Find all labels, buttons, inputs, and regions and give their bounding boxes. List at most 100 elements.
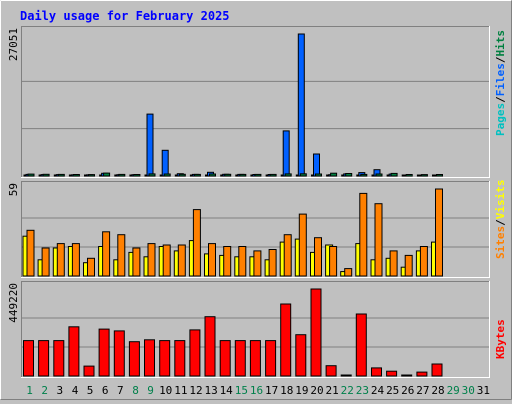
bar-visits-sites-day-10 — [162, 244, 171, 277]
legend-item-visits: Visits — [494, 180, 507, 220]
legend-item-files: Files — [494, 63, 507, 96]
x-tick-label-day-7: 7 — [117, 384, 124, 397]
x-tick-label-day-26: 26 — [401, 384, 414, 397]
bar-kbytes-kbytes-day-10 — [159, 340, 171, 377]
bar-kbytes-kbytes-day-20 — [310, 288, 322, 377]
bar-kbytes-kbytes-day-25 — [386, 370, 398, 377]
bar-visits-sites-day-13 — [208, 243, 216, 277]
bar-visits-sites-day-28 — [435, 188, 443, 277]
bar-kbytes-kbytes-day-16 — [249, 340, 261, 377]
bar-hits-hits-day-22 — [345, 173, 353, 177]
x-tick-label-day-16: 16 — [250, 384, 263, 397]
bar-hits-hits-day-21 — [330, 172, 338, 177]
bar-kbytes-kbytes-day-11 — [174, 340, 186, 377]
bar-hits-files-day-20 — [313, 153, 320, 177]
bar-hits-hits-day-9 — [148, 173, 156, 177]
legend-separator: / — [494, 219, 507, 226]
bar-kbytes-kbytes-day-2 — [38, 340, 50, 377]
bar-hits-hits-day-11 — [178, 173, 186, 177]
x-tick-label-day-14: 14 — [220, 384, 234, 397]
bar-hits-hits-day-20 — [315, 173, 322, 177]
x-tick-label-day-6: 6 — [102, 384, 109, 397]
legend-hits: Pages/Files/Hits — [494, 30, 507, 136]
bar-visits-sites-day-7 — [117, 234, 126, 277]
bar-kbytes-kbytes-day-5 — [83, 365, 95, 377]
bar-hits-hits-day-4 — [72, 174, 80, 177]
bar-kbytes-kbytes-day-19 — [295, 334, 307, 377]
bar-visits-sites-day-17 — [268, 249, 277, 277]
bar-hits-hits-day-14 — [224, 173, 232, 177]
bar-hits-hits-day-24 — [375, 173, 383, 177]
bar-kbytes-kbytes-day-12 — [189, 329, 201, 377]
legend-item-kbytes: KBytes — [494, 319, 507, 359]
bar-visits-sites-day-9 — [147, 243, 156, 277]
bar-hits-hits-day-3 — [57, 173, 65, 177]
x-tick-label-day-31: 31 — [477, 384, 490, 397]
x-tick-label-day-8: 8 — [132, 384, 139, 397]
bar-visits-sites-day-5 — [87, 257, 95, 277]
bar-kbytes-kbytes-day-6 — [98, 328, 110, 377]
bar-visits-sites-day-18 — [283, 234, 292, 277]
bar-kbytes-kbytes-day-27 — [416, 371, 428, 377]
bar-kbytes-kbytes-day-15 — [234, 340, 246, 377]
bar-hits-hits-day-28 — [436, 174, 443, 177]
bar-kbytes-kbytes-day-4 — [68, 326, 80, 377]
x-tick-label-day-18: 18 — [280, 384, 293, 397]
bar-hits-hits-day-13 — [209, 173, 216, 177]
bar-visits-sites-day-11 — [177, 244, 186, 277]
bar-hits-hits-day-17 — [269, 173, 277, 177]
bar-kbytes-kbytes-day-22 — [340, 374, 352, 377]
bar-visits-sites-day-26 — [404, 254, 413, 277]
x-tick-label-day-15: 15 — [235, 384, 248, 397]
bar-visits-sites-day-25 — [389, 250, 398, 277]
x-tick-label-day-22: 22 — [341, 384, 354, 397]
bar-kbytes-kbytes-day-3 — [53, 340, 65, 377]
x-tick-label-day-5: 5 — [87, 384, 94, 397]
bar-visits-sites-day-12 — [192, 209, 201, 277]
bar-kbytes-kbytes-day-23 — [355, 313, 367, 377]
bar-kbytes-kbytes-day-14 — [219, 340, 231, 377]
legend-separator: / — [494, 96, 507, 103]
x-tick-label-day-4: 4 — [72, 384, 79, 397]
bar-visits-sites-day-22 — [344, 268, 353, 277]
x-tick-label-day-21: 21 — [325, 384, 338, 397]
legend-item-pages: Pages — [494, 103, 507, 136]
x-tick-label-day-30: 30 — [462, 384, 475, 397]
bar-hits-files-day-10 — [161, 149, 169, 177]
x-tick-label-day-19: 19 — [295, 384, 308, 397]
bar-visits-sites-day-8 — [132, 247, 141, 277]
bar-kbytes-kbytes-day-1 — [23, 340, 34, 377]
plot-area — [21, 26, 490, 178]
bar-visits-sites-day-14 — [223, 246, 232, 277]
x-tick-label-day-10: 10 — [159, 384, 172, 397]
bar-kbytes-kbytes-day-7 — [113, 330, 125, 377]
bar-visits-sites-day-6 — [102, 231, 111, 277]
bar-hits-hits-day-5 — [88, 174, 95, 177]
chart-title: Daily usage for February 2025 — [20, 9, 230, 23]
bar-hits-hits-day-8 — [133, 174, 141, 177]
x-tick-label-day-23: 23 — [356, 384, 369, 397]
bar-hits-hits-day-26 — [405, 174, 413, 177]
bar-visits-sites-day-4 — [71, 243, 80, 277]
bar-hits-files-day-19 — [297, 33, 305, 177]
bar-hits-files-day-18 — [282, 130, 290, 177]
bar-hits-hits-day-25 — [390, 172, 398, 177]
bar-hits-hits-day-10 — [163, 173, 171, 177]
bar-kbytes-kbytes-day-13 — [204, 316, 216, 377]
bar-visits-sites-day-15 — [238, 246, 247, 277]
bar-visits-sites-day-3 — [56, 243, 65, 277]
x-tick-label-day-17: 17 — [265, 384, 278, 397]
bar-hits-hits-day-7 — [118, 173, 126, 177]
bar-visits-sites-day-16 — [253, 250, 262, 277]
bar-hits-hits-day-6 — [103, 172, 111, 177]
bar-kbytes-kbytes-day-17 — [265, 340, 277, 377]
x-tick-label-day-3: 3 — [56, 384, 63, 397]
bar-hits-hits-day-1 — [27, 173, 35, 177]
x-tick-label-day-29: 29 — [447, 384, 460, 397]
x-tick-label-day-9: 9 — [147, 384, 154, 397]
bar-visits-sites-day-24 — [374, 203, 383, 277]
x-tick-label-day-20: 20 — [310, 384, 323, 397]
x-tick-label-day-28: 28 — [431, 384, 444, 397]
